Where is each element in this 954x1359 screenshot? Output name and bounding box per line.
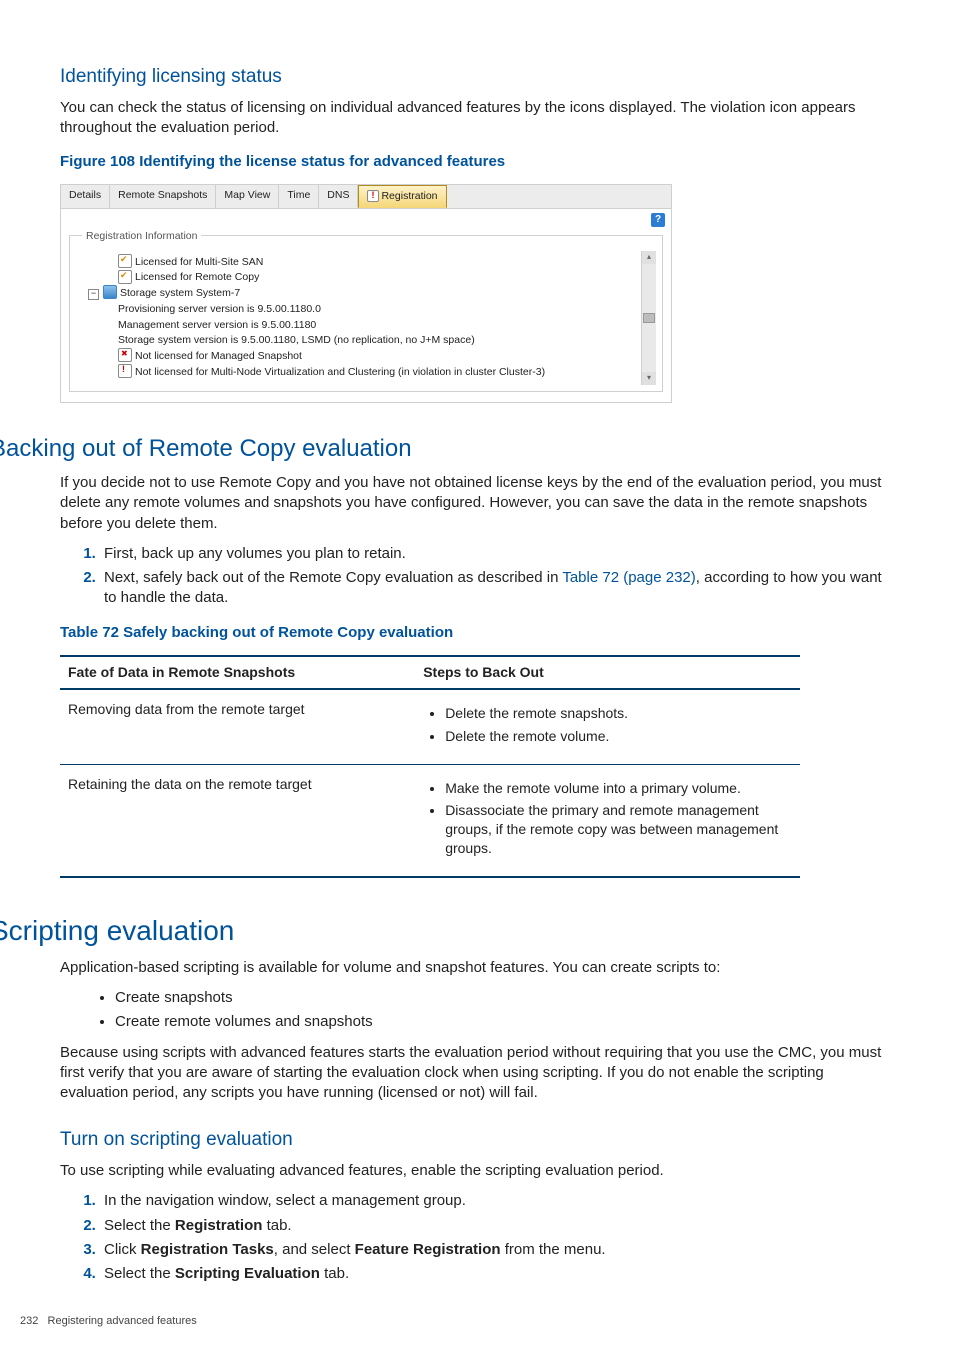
list-item: Create snapshots bbox=[115, 988, 894, 1008]
warn-icon bbox=[118, 364, 132, 378]
list-turn-on: In the navigation window, select a manag… bbox=[60, 1191, 894, 1284]
heading-backing-out: Backing out of Remote Copy evaluation bbox=[0, 433, 894, 465]
ok-icon bbox=[118, 270, 132, 284]
heading-identify: Identifying licensing status bbox=[60, 64, 894, 90]
table-72: Fate of Data in Remote Snapshots Steps t… bbox=[60, 655, 800, 878]
scrollbar[interactable]: ▴ ▾ bbox=[641, 251, 656, 385]
tree-row[interactable]: Provisioning server version is 9.5.00.11… bbox=[104, 302, 637, 318]
para-backing-out: If you decide not to use Remote Copy and… bbox=[60, 473, 894, 534]
tab-map-view[interactable]: Map View bbox=[216, 185, 279, 207]
registration-info-legend: Registration Information bbox=[82, 229, 201, 243]
tree-row[interactable]: Not licensed for Multi-Node Virtualizati… bbox=[104, 365, 637, 381]
tree-label: Provisioning server version is 9.5.00.11… bbox=[118, 303, 321, 315]
page-footer: 232 Registering advanced features bbox=[20, 1314, 894, 1329]
text: , and select bbox=[274, 1241, 355, 1258]
tab-dns[interactable]: DNS bbox=[319, 185, 358, 207]
registration-info-group: Registration Information Licensed for Mu… bbox=[69, 229, 663, 392]
list-item: Create remote volumes and snapshots bbox=[115, 1012, 894, 1032]
text: Select the bbox=[104, 1217, 175, 1234]
list-item: In the navigation window, select a manag… bbox=[100, 1191, 894, 1211]
tree-label: Storage system version is 9.5.00.1180, L… bbox=[118, 334, 475, 346]
tree-label: Licensed for Multi-Site SAN bbox=[135, 256, 263, 268]
table-head: Fate of Data in Remote Snapshots bbox=[60, 656, 415, 689]
tree-row[interactable]: Management server version is 9.5.00.1180 bbox=[104, 318, 637, 334]
tree-row[interactable]: −Storage system System-7 bbox=[104, 286, 637, 302]
scroll-thumb[interactable] bbox=[643, 313, 655, 323]
text: tab. bbox=[262, 1217, 291, 1234]
para-identify: You can check the status of licensing on… bbox=[60, 98, 894, 139]
x-icon bbox=[118, 348, 132, 362]
para-turn-on: To use scripting while evaluating advanc… bbox=[60, 1161, 894, 1181]
list-item: Delete the remote volume. bbox=[445, 727, 792, 746]
tree-label: Storage system System-7 bbox=[120, 287, 240, 299]
tree-row[interactable]: Not licensed for Managed Snapshot bbox=[104, 349, 637, 365]
list-item: Make the remote volume into a primary vo… bbox=[445, 779, 792, 798]
warning-icon bbox=[367, 190, 379, 202]
tree-row[interactable]: Storage system version is 9.5.00.1180, L… bbox=[104, 333, 637, 349]
table-cell: Retaining the data on the remote target bbox=[60, 764, 415, 877]
text: Select the bbox=[104, 1265, 175, 1282]
tab-details[interactable]: Details bbox=[61, 185, 110, 207]
table-cell: Removing data from the remote target bbox=[60, 689, 415, 764]
page-number: 232 bbox=[20, 1315, 38, 1327]
list-item: Next, safely back out of the Remote Copy… bbox=[100, 568, 894, 609]
tab-label: Details bbox=[69, 189, 101, 201]
heading-turn-on: Turn on scripting evaluation bbox=[60, 1127, 894, 1153]
list-item: First, back up any volumes you plan to r… bbox=[100, 544, 894, 564]
text: Registration Tasks bbox=[141, 1241, 274, 1258]
tab-label: Remote Snapshots bbox=[118, 189, 207, 201]
tree-label: Licensed for Remote Copy bbox=[135, 271, 259, 283]
footer-title: Registering advanced features bbox=[48, 1315, 197, 1327]
tree-row[interactable]: Licensed for Multi-Site SAN bbox=[104, 255, 637, 271]
help-icon[interactable]: ? bbox=[651, 213, 665, 227]
table-cell: Delete the remote snapshots. Delete the r… bbox=[415, 689, 800, 764]
tree-row[interactable]: Licensed for Remote Copy bbox=[104, 270, 637, 286]
collapse-icon[interactable]: − bbox=[88, 289, 99, 300]
tab-label: DNS bbox=[327, 189, 349, 201]
text: Click bbox=[104, 1241, 141, 1258]
tab-remote-snapshots[interactable]: Remote Snapshots bbox=[110, 185, 216, 207]
table-caption: Table 72 Safely backing out of Remote Co… bbox=[60, 623, 894, 643]
scroll-up-icon[interactable]: ▴ bbox=[642, 251, 656, 264]
registration-tree: Licensed for Multi-Site SAN Licensed for … bbox=[76, 251, 641, 385]
tab-time[interactable]: Time bbox=[279, 185, 319, 207]
text: Feature Registration bbox=[355, 1241, 501, 1258]
list-item: Disassociate the primary and remote mana… bbox=[445, 801, 792, 858]
table-cell: Make the remote volume into a primary vo… bbox=[415, 764, 800, 877]
list-backing-out: First, back up any volumes you plan to r… bbox=[60, 544, 894, 609]
ok-icon bbox=[118, 254, 132, 268]
list-item: Select the Scripting Evaluation tab. bbox=[100, 1264, 894, 1284]
heading-scripting: Scripting evaluation bbox=[0, 912, 894, 950]
scroll-down-icon[interactable]: ▾ bbox=[642, 372, 656, 385]
tree-label: Management server version is 9.5.00.1180 bbox=[118, 319, 316, 331]
figure-108: Details Remote Snapshots Map View Time DNS Re… bbox=[60, 184, 672, 402]
figure-caption: Figure 108 Identifying the license statu… bbox=[60, 152, 894, 172]
para-scripting-1: Application-based scripting is available… bbox=[60, 958, 894, 978]
list-item: Click Registration Tasks, and select Fea… bbox=[100, 1240, 894, 1260]
tab-label: Time bbox=[287, 189, 310, 201]
table-head: Steps to Back Out bbox=[415, 656, 800, 689]
tree-label: Not licensed for Multi-Node Virtualizati… bbox=[135, 366, 545, 378]
list-item: Select the Registration tab. bbox=[100, 1216, 894, 1236]
link-table-72[interactable]: Table 72 (page 232) bbox=[562, 569, 695, 586]
text: Registration bbox=[175, 1217, 263, 1234]
list-scripting: Create snapshots Create remote volumes an… bbox=[60, 988, 894, 1033]
tab-registration[interactable]: Registration bbox=[358, 185, 446, 207]
para-scripting-2: Because using scripts with advanced feat… bbox=[60, 1043, 894, 1104]
text: tab. bbox=[320, 1265, 349, 1282]
table-row: Removing data from the remote targetDele… bbox=[60, 689, 800, 764]
tab-label: Map View bbox=[224, 189, 270, 201]
text: from the menu. bbox=[501, 1241, 606, 1258]
text: Next, safely back out of the Remote Copy… bbox=[104, 569, 562, 586]
text: Scripting Evaluation bbox=[175, 1265, 320, 1282]
table-row: Retaining the data on the remote target M… bbox=[60, 764, 800, 877]
list-item: Delete the remote snapshots. bbox=[445, 704, 792, 723]
tab-bar: Details Remote Snapshots Map View Time DNS Re… bbox=[61, 185, 671, 208]
tab-label: Registration bbox=[381, 190, 437, 202]
tree-label: Not licensed for Managed Snapshot bbox=[135, 350, 302, 362]
db-icon bbox=[103, 285, 117, 299]
